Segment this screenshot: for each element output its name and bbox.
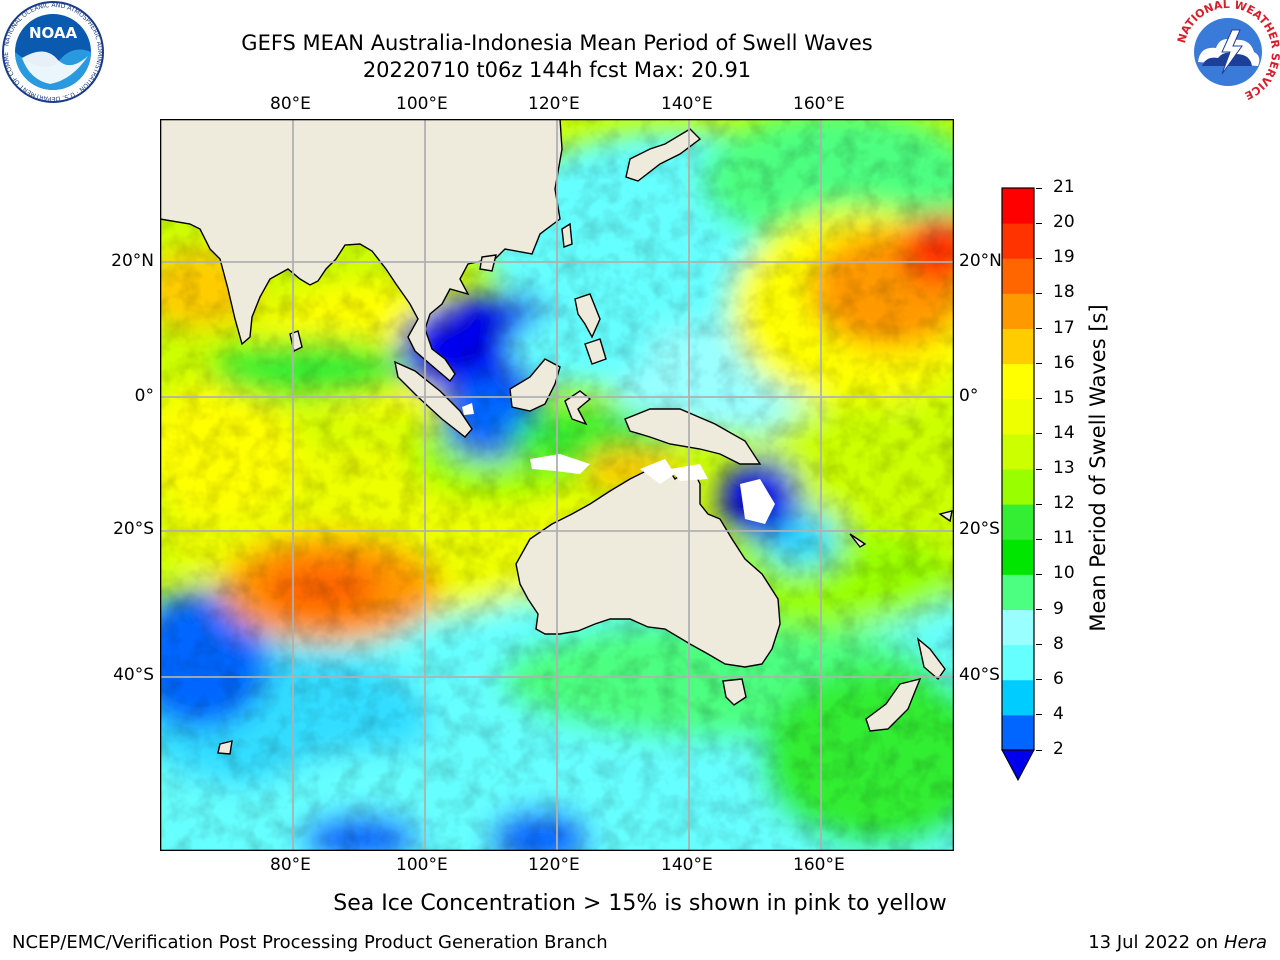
colorbar bbox=[1001, 187, 1035, 782]
colorbar-segment bbox=[1002, 679, 1034, 716]
colorbar-tick-label: 14 bbox=[1053, 422, 1075, 443]
colorbar-segment bbox=[1002, 469, 1034, 505]
colorbar-tick-label: 2 bbox=[1053, 739, 1064, 759]
colorbar-segment bbox=[1002, 188, 1034, 224]
colorbar-tick-label: 21 bbox=[1053, 177, 1075, 197]
footer-credit: NCEP/EMC/Verification Post Processing Pr… bbox=[12, 932, 608, 953]
colorbar-tick-label: 8 bbox=[1053, 633, 1064, 654]
colorbar-segment bbox=[1002, 574, 1034, 610]
colorbar-tick-label: 4 bbox=[1053, 703, 1064, 724]
colorbar-segment bbox=[1002, 539, 1034, 575]
footer-host: Hera bbox=[1223, 932, 1267, 953]
colorbar-tick-label: 20 bbox=[1053, 212, 1075, 233]
colorbar-tick-mark bbox=[1036, 714, 1042, 716]
lon-label-top: 100°E bbox=[396, 94, 448, 114]
colorbar-segment bbox=[1002, 644, 1034, 681]
lat-label-right: 20°S bbox=[959, 519, 1000, 539]
lon-label-bottom: 80°E bbox=[270, 855, 311, 875]
colorbar-tick-label: 15 bbox=[1053, 387, 1075, 408]
colorbar-tick-label: 6 bbox=[1053, 668, 1064, 689]
lon-label-top: 80°E bbox=[270, 94, 311, 114]
map-panel bbox=[160, 119, 954, 851]
colorbar-tick-mark bbox=[1036, 749, 1042, 751]
sea-ice-note: Sea Ice Concentration > 15% is shown in … bbox=[333, 891, 947, 916]
colorbar-segment bbox=[1002, 398, 1034, 435]
colorbar-tick-label: 16 bbox=[1053, 352, 1075, 373]
lon-label-top: 140°E bbox=[661, 94, 713, 114]
colorbar-segment bbox=[1002, 223, 1034, 259]
masked-shallow-seas bbox=[462, 403, 775, 524]
lon-label-bottom: 100°E bbox=[396, 855, 448, 875]
colorbar-segment bbox=[1002, 714, 1034, 751]
colorbar-tick-mark bbox=[1036, 328, 1042, 329]
chart-title: GEFS MEAN Australia-Indonesia Mean Perio… bbox=[241, 31, 873, 55]
colorbar-tick-label: 19 bbox=[1053, 247, 1075, 268]
colorbar-tick-label: 9 bbox=[1053, 598, 1064, 619]
colorbar-segment bbox=[1002, 504, 1034, 540]
graticule bbox=[160, 119, 954, 851]
colorbar-frame bbox=[1001, 187, 1035, 751]
colorbar-segment bbox=[1002, 433, 1034, 470]
colorbar-tick-mark bbox=[1036, 679, 1042, 681]
lon-label-top: 160°E bbox=[793, 94, 845, 114]
chart-subtitle: 20220710 t06z 144h fcst Max: 20.91 bbox=[362, 58, 752, 82]
colorbar-tick-mark bbox=[1036, 609, 1042, 610]
colorbar-tick-mark bbox=[1036, 257, 1042, 259]
colorbar-tick-mark bbox=[1036, 187, 1042, 189]
colorbar-tick-mark bbox=[1036, 538, 1042, 540]
lon-label-top: 120°E bbox=[528, 94, 580, 114]
colorbar-tick-mark bbox=[1036, 363, 1042, 365]
colorbar-tick-label: 11 bbox=[1053, 528, 1075, 549]
colorbar-tick-mark bbox=[1036, 503, 1042, 505]
colorbar-tick-label: 10 bbox=[1053, 563, 1075, 584]
colorbar-tick-mark bbox=[1036, 222, 1042, 224]
colorbar-ticks: 2 4 6 8 9 10 11 12 13 14 15 16 17 18 19 20 21 bbox=[1036, 177, 1096, 786]
lat-label-right: 40°S bbox=[959, 665, 1000, 685]
noaa-wordmark: NOAA bbox=[29, 24, 78, 42]
colorbar-segment bbox=[1002, 363, 1034, 400]
lat-label-right: 20°N bbox=[959, 251, 1002, 271]
colorbar-segment bbox=[1002, 328, 1034, 365]
footer-date: 13 Jul 2022 on Hera bbox=[1088, 932, 1267, 953]
colorbar-tick-mark bbox=[1036, 573, 1042, 575]
colorbar-tick-label: 17 bbox=[1053, 317, 1075, 338]
lon-label-bottom: 120°E bbox=[528, 855, 580, 875]
lon-label-bottom: 140°E bbox=[661, 855, 713, 875]
colorbar-title: Mean Period of Swell Waves [s] bbox=[1086, 304, 1110, 632]
lat-label-right: 0° bbox=[959, 386, 979, 406]
footer-date-text: 13 Jul 2022 on bbox=[1088, 932, 1224, 953]
colorbar-segment bbox=[1002, 609, 1034, 646]
nws-logo: NATIONAL WEATHER SERVICE bbox=[1176, 0, 1280, 102]
colorbar-tick-mark bbox=[1036, 433, 1042, 435]
colorbar-tick-label: 18 bbox=[1053, 282, 1075, 303]
colorbar-tick-mark bbox=[1036, 292, 1042, 294]
lat-label-left: 20°N bbox=[111, 251, 154, 271]
lat-label-left: 20°S bbox=[113, 519, 154, 539]
colorbar-tick-mark bbox=[1036, 644, 1042, 646]
lat-label-left: 40°S bbox=[113, 665, 154, 685]
colorbar-tick-label: 13 bbox=[1053, 458, 1075, 478]
colorbar-tick-label: 12 bbox=[1053, 493, 1075, 514]
map-frame bbox=[160, 119, 954, 851]
colorbar-tick-mark bbox=[1036, 398, 1042, 400]
land-masses bbox=[160, 119, 953, 755]
lon-label-bottom: 160°E bbox=[793, 855, 845, 875]
lat-label-left: 0° bbox=[134, 386, 154, 406]
colorbar-tick-mark bbox=[1036, 468, 1042, 470]
colorbar-segment bbox=[1002, 258, 1034, 294]
colorbar-segment bbox=[1002, 293, 1034, 329]
colorbar-extend-triangle bbox=[1001, 749, 1035, 782]
noaa-logo: NATIONAL OCEANIC AND ATMOSPHERIC ADMINIS… bbox=[0, 0, 104, 103]
